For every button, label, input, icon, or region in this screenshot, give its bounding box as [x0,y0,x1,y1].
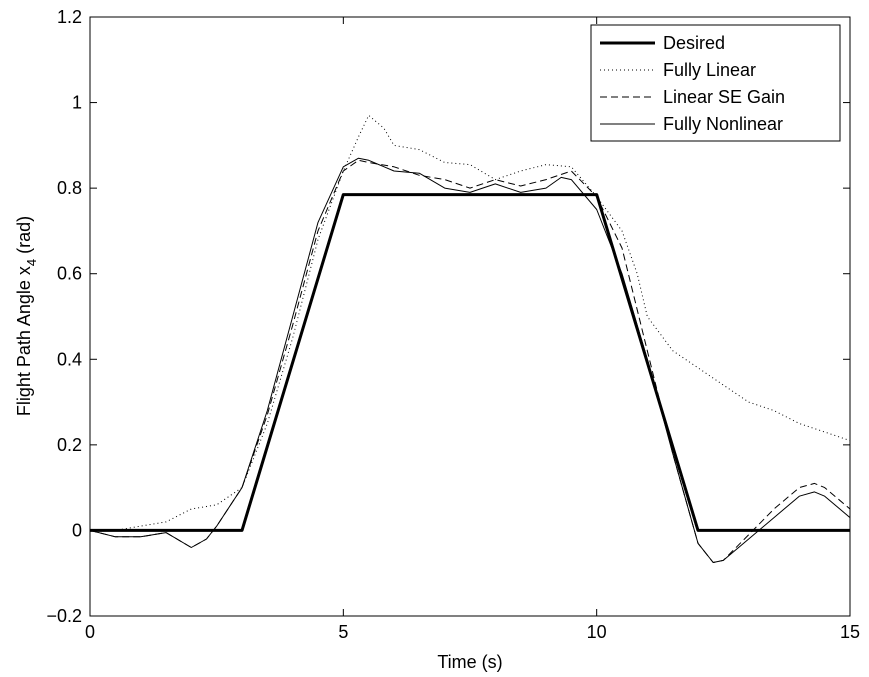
legend-label: Desired [663,33,725,53]
axis-ticks [89,16,851,617]
series-line-desired [90,193,850,532]
y-axis-label-subscript: 4 [24,259,39,266]
y-tick-label: 0 [72,520,82,540]
y-axis-label-unit: (rad) [14,216,34,259]
series-line-fully-nonlinear [89,157,851,563]
x-tick-labels: 0 5 10 15 [85,622,860,642]
y-tick-label: 1.2 [57,7,82,27]
legend-items: Desired Fully Linear Linear SE Gain Fully N… [600,33,785,134]
x-tick-label: 15 [840,622,860,642]
x-tick-label: 0 [85,622,95,642]
y-tick-label: 1 [72,93,82,113]
y-tick-label: 0.2 [57,435,82,455]
plot-frame [89,16,851,617]
y-tick-label: 0.6 [57,264,82,284]
y-tick-labels: −0.2 0 0.2 0.4 0.6 0.8 1 1.2 [46,7,82,626]
y-axis-label: Flight Path Angle x4 (rad) [14,216,39,416]
legend-label: Fully Linear [663,60,756,80]
x-tick-label: 5 [338,622,348,642]
legend-label: Fully Nonlinear [663,114,783,134]
x-axis-label: Time (s) [437,652,502,672]
y-tick-label: −0.2 [46,606,82,626]
x-tick-label: 10 [587,622,607,642]
legend: Desired Fully Linear Linear SE Gain Fully N… [590,24,841,142]
y-tick-label: 0.4 [57,349,82,369]
series-layer [89,114,851,563]
y-tick-label: 0.8 [57,178,82,198]
y-axis-label-main: Flight Path Angle x [14,266,34,416]
legend-label: Linear SE Gain [663,87,785,107]
